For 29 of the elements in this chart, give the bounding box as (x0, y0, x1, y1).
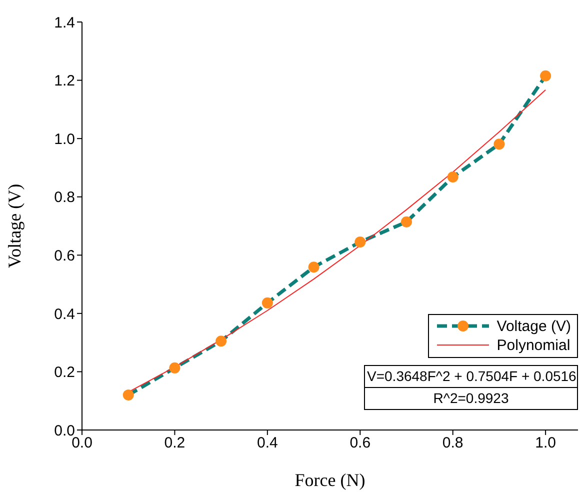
point (540, 70, 552, 82)
y-tick-label: 0.4 (54, 306, 75, 323)
point (169, 362, 180, 374)
point (122, 390, 134, 401)
point (262, 297, 273, 308)
y-tick-label: 1.0 (54, 130, 75, 148)
point (494, 138, 505, 150)
x-tick-label: 1.0 (535, 434, 556, 452)
x-tick-label: 0.0 (72, 434, 92, 452)
y-tick-label: 0.8 (54, 189, 75, 206)
point (400, 216, 412, 228)
annotation: R^2=0.9923 (365, 387, 577, 409)
x-tick-label: 0.8 (442, 434, 464, 452)
point (216, 336, 227, 347)
annotation: V=0.3648F^2 + 0.7504F + 0.0516 (366, 367, 577, 386)
legend-label: Polynomial (496, 336, 570, 355)
point (308, 262, 320, 273)
legend-label: Voltage (V) (496, 317, 571, 336)
x-axis-title: Force (N) (294, 470, 366, 490)
y-tick-label: 0.2 (54, 364, 75, 382)
x-tick-label: 0.4 (256, 434, 278, 452)
point (447, 172, 458, 183)
point (354, 236, 366, 248)
y-axis-title: Voltage (V) (4, 184, 24, 268)
y-tick-label: 1.4 (54, 14, 75, 32)
y-tick-label: 1.2 (54, 72, 75, 90)
x-tick-label: 0.6 (350, 434, 371, 452)
x-tick-label: 0.2 (164, 434, 186, 452)
y-tick-label: 0.6 (54, 247, 75, 264)
